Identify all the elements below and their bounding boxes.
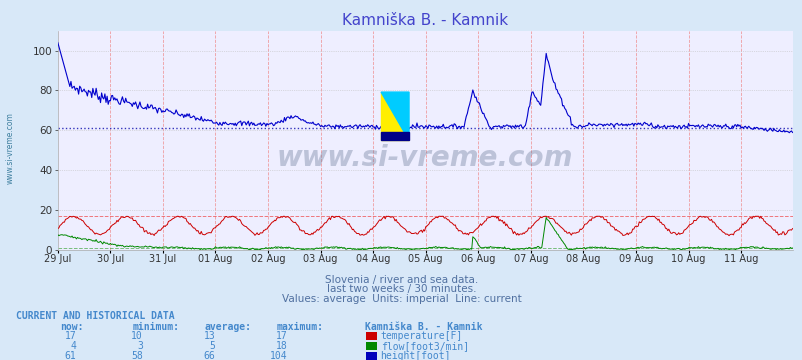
Text: 13: 13 [203,331,215,341]
Text: CURRENT AND HISTORICAL DATA: CURRENT AND HISTORICAL DATA [16,311,175,321]
Text: Slovenia / river and sea data.: Slovenia / river and sea data. [325,275,477,285]
Text: flow[foot3/min]: flow[foot3/min] [380,341,468,351]
Text: 17: 17 [275,331,287,341]
Text: 104: 104 [269,351,287,360]
Polygon shape [381,92,408,140]
Text: now:: now: [60,322,83,332]
Text: 58: 58 [131,351,143,360]
Text: 5: 5 [209,341,215,351]
Text: 61: 61 [64,351,76,360]
Text: temperature[F]: temperature[F] [380,331,462,341]
Text: last two weeks / 30 minutes.: last two weeks / 30 minutes. [326,284,476,294]
Text: minimum:: minimum: [132,322,180,332]
Polygon shape [381,92,408,140]
Text: 17: 17 [64,331,76,341]
Text: average:: average: [205,322,252,332]
Text: www.si-vreme.com: www.si-vreme.com [6,112,15,184]
Title: Kamniška B. - Kamnik: Kamniška B. - Kamnik [342,13,508,28]
Text: 18: 18 [275,341,287,351]
Text: 10: 10 [131,331,143,341]
Text: Values: average  Units: imperial  Line: current: Values: average Units: imperial Line: cu… [282,294,520,304]
Text: Kamniška B. - Kamnik: Kamniška B. - Kamnik [365,322,482,332]
Text: height[foot]: height[foot] [380,351,451,360]
Text: www.si-vreme.com: www.si-vreme.com [277,144,573,172]
Polygon shape [381,132,408,140]
Text: 66: 66 [203,351,215,360]
Text: 4: 4 [71,341,76,351]
Text: maximum:: maximum: [277,322,324,332]
Text: 3: 3 [137,341,143,351]
